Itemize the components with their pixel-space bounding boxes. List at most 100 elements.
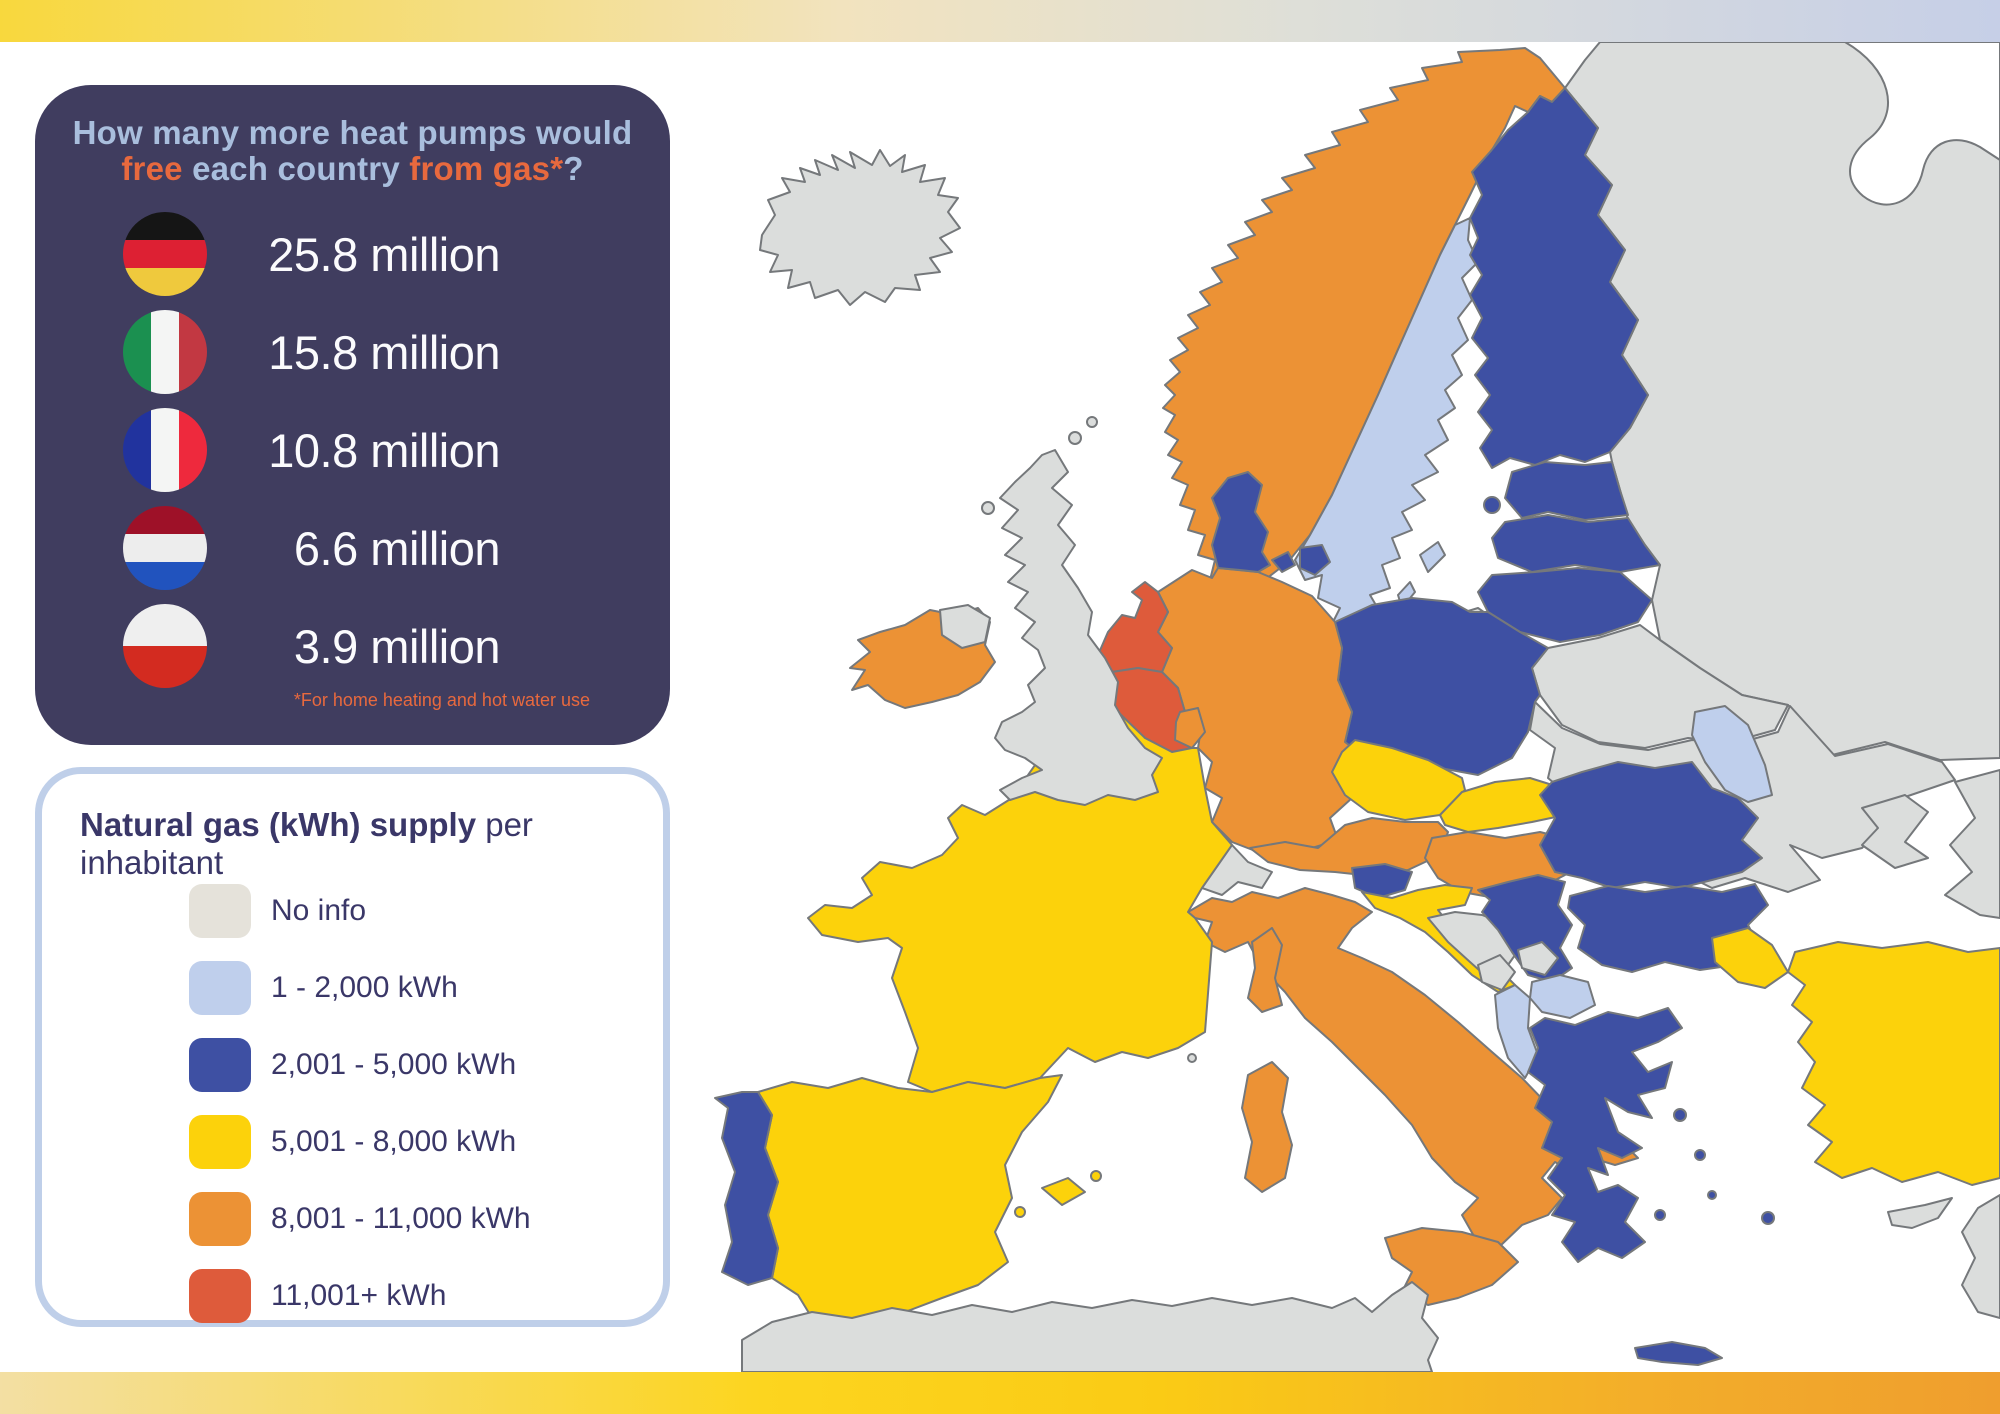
country-montenegro bbox=[1477, 954, 1516, 991]
island-shetland bbox=[1086, 416, 1098, 428]
country-turkey bbox=[1787, 941, 2000, 1186]
legend-item-no-info: No info bbox=[42, 872, 663, 949]
aegean-island bbox=[1654, 1209, 1666, 1221]
legend-item-1-2000: 1 - 2,000 kWh bbox=[42, 949, 663, 1026]
country-iceland bbox=[759, 149, 961, 306]
legend-title: Natural gas (kWh) supply per inhabitant bbox=[80, 806, 663, 882]
country-moldova bbox=[1691, 705, 1773, 803]
island-menorca bbox=[1090, 1170, 1102, 1182]
country-northern-ireland bbox=[939, 604, 991, 649]
list-item-germany: 25.8 million bbox=[35, 205, 670, 303]
country-france bbox=[807, 699, 1233, 1093]
country-finland bbox=[1469, 87, 1649, 469]
legend-item-11001-plus: 11,001+ kWh bbox=[42, 1257, 663, 1334]
panel-title-highlight-from-gas: from gas* bbox=[409, 150, 564, 187]
country-denmark bbox=[1211, 471, 1271, 573]
swatch-1-2000 bbox=[189, 960, 251, 1015]
swatch-8001-11000 bbox=[189, 1191, 251, 1246]
legend-label: 1 - 2,000 kWh bbox=[271, 970, 458, 1004]
island-hebrides bbox=[981, 501, 995, 515]
legend-panel: Natural gas (kWh) supply per inhabitant … bbox=[35, 767, 670, 1327]
flag-france-icon bbox=[123, 408, 207, 492]
aegean-island bbox=[1694, 1149, 1706, 1161]
country-turkey-european bbox=[1711, 927, 1789, 989]
footnote: *For home heating and hot water use bbox=[293, 690, 590, 710]
bottom-gradient-bar bbox=[0, 1372, 2000, 1414]
panel-title-line1: How many more heat pumps would bbox=[72, 114, 633, 151]
swatch-no-info bbox=[189, 883, 251, 938]
flag-italy-icon bbox=[123, 310, 207, 394]
country-kosovo bbox=[1517, 941, 1559, 976]
legend-item-8001-11000: 8,001 - 11,000 kWh bbox=[42, 1180, 663, 1257]
aegean-island bbox=[1707, 1190, 1717, 1200]
country-estonia bbox=[1504, 461, 1629, 521]
swatch-2001-5000 bbox=[189, 1037, 251, 1092]
microstate-dot bbox=[1187, 1053, 1197, 1063]
panel-title: How many more heat pumps would free each… bbox=[35, 115, 670, 187]
legend-items: No info 1 - 2,000 kWh 2,001 - 5,000 kWh … bbox=[42, 872, 663, 1334]
island-ibiza bbox=[1014, 1206, 1026, 1218]
island-crete bbox=[1634, 1341, 1723, 1366]
island-zealand bbox=[1299, 544, 1331, 576]
list-item-france: 10.8 million bbox=[35, 401, 670, 499]
legend-title-bold: Natural gas (kWh) supply bbox=[80, 806, 477, 843]
island-sicily bbox=[1384, 1227, 1519, 1306]
swatch-5001-8000 bbox=[189, 1114, 251, 1169]
aegean-island bbox=[1673, 1108, 1687, 1122]
country-north-macedonia bbox=[1529, 974, 1596, 1019]
country-norway bbox=[1162, 47, 1566, 593]
legend-label: No info bbox=[271, 893, 367, 927]
panel-title-question-mark: ? bbox=[563, 150, 584, 187]
heat-pump-question-panel: How many more heat pumps would free each… bbox=[35, 85, 670, 745]
country-lithuania bbox=[1477, 567, 1653, 643]
list-item-poland: 3.9 million bbox=[35, 597, 670, 695]
list-item-netherlands: 6.6 million bbox=[35, 499, 670, 597]
legend-item-5001-8000: 5,001 - 8,000 kWh bbox=[42, 1103, 663, 1180]
crimea bbox=[1861, 794, 1929, 869]
island-funen bbox=[1271, 551, 1296, 573]
country-slovenia bbox=[1351, 863, 1413, 899]
value-netherlands: 6.6 million bbox=[293, 521, 501, 575]
legend-label: 2,001 - 5,000 kWh bbox=[271, 1047, 517, 1081]
island-saaremaa bbox=[1483, 496, 1501, 514]
country-cyprus bbox=[1887, 1197, 1953, 1229]
island-orkney bbox=[1068, 431, 1082, 445]
value-france: 10.8 million bbox=[268, 423, 500, 477]
country-greece bbox=[1527, 1007, 1683, 1263]
island-sardinia bbox=[1241, 1061, 1293, 1193]
panel-title-line2-mid: each country bbox=[182, 150, 410, 187]
value-poland: 3.9 million bbox=[293, 619, 501, 673]
country-spain bbox=[757, 1074, 1063, 1329]
legend-label: 8,001 - 11,000 kWh bbox=[271, 1201, 531, 1235]
flag-germany-icon bbox=[123, 212, 207, 296]
country-uk bbox=[994, 449, 1163, 806]
white-sea bbox=[1844, 41, 2000, 206]
country-czechia bbox=[1331, 739, 1466, 821]
country-value-list: 25.8 million 15.8 million 10.8 million 6… bbox=[35, 205, 670, 695]
country-romania bbox=[1539, 761, 1763, 889]
country-sweden bbox=[1294, 217, 1479, 663]
country-russia-south bbox=[1944, 769, 2000, 919]
flag-netherlands-icon bbox=[123, 506, 207, 590]
island-rhodes bbox=[1761, 1211, 1775, 1225]
levant-coast bbox=[1961, 1194, 2000, 1319]
north-africa-coast bbox=[741, 1281, 1439, 1373]
panel-title-highlight-free: free bbox=[121, 150, 183, 187]
swatch-11001-plus bbox=[189, 1268, 251, 1323]
legend-title-rest: per inhabitant bbox=[80, 806, 533, 881]
value-germany: 25.8 million bbox=[268, 227, 500, 281]
island-mallorca bbox=[1041, 1177, 1086, 1206]
legend-label: 5,001 - 8,000 kWh bbox=[271, 1124, 517, 1158]
list-item-italy: 15.8 million bbox=[35, 303, 670, 401]
island-corsica bbox=[1247, 927, 1283, 1013]
legend-item-2001-5000: 2,001 - 5,000 kWh bbox=[42, 1026, 663, 1103]
country-latvia bbox=[1491, 514, 1661, 573]
legend-label: 11,001+ kWh bbox=[271, 1278, 447, 1312]
country-portugal bbox=[714, 1091, 779, 1286]
value-italy: 15.8 million bbox=[268, 325, 500, 379]
island-gotland bbox=[1419, 541, 1446, 573]
top-gradient-bar bbox=[0, 0, 2000, 42]
country-austria bbox=[1249, 817, 1449, 877]
